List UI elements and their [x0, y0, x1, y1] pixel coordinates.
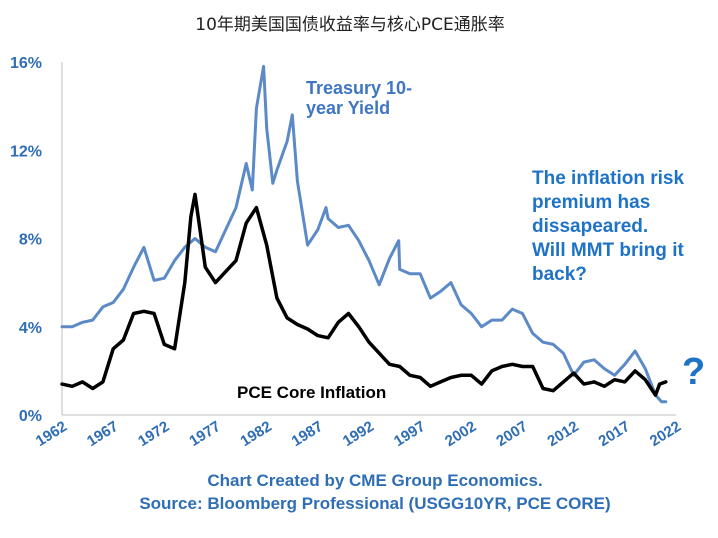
annotation-line-3: dissapeared. — [532, 216, 648, 237]
x-tick-label: 1977 — [186, 418, 223, 450]
x-tick-label: 1967 — [84, 418, 121, 450]
annotation-line-1: The inflation risk — [532, 168, 684, 189]
x-tick-label: 2007 — [493, 418, 530, 450]
treasury-label-line-2: year Yield — [306, 98, 390, 118]
treasury-label-line-1: Treasury 10- — [306, 78, 412, 98]
y-tick-label: 0% — [19, 408, 42, 425]
x-tick-label: 1992 — [340, 418, 377, 450]
x-tick-labels: 1962 1967 1972 1977 1982 1987 1992 1997 2002 2007… — [33, 418, 684, 450]
treasury-yield-line — [60, 64, 668, 404]
x-tick-label: 2012 — [544, 418, 581, 450]
credit-line-2: Source: Bloomberg Professional (USGG10YR… — [139, 494, 610, 513]
x-tick-label: 1997 — [391, 418, 428, 450]
annotation-line-4: Will MMT bring it — [532, 240, 684, 261]
x-tick-label: 2017 — [596, 418, 633, 450]
y-tick-label: 12% — [10, 143, 42, 160]
annotation-line-2: premium has — [532, 192, 650, 213]
x-tick-label: 2022 — [647, 418, 684, 450]
x-tick-label: 1987 — [289, 418, 326, 450]
x-tick-label: 1972 — [135, 418, 172, 450]
annotation-line-5: back? — [532, 264, 587, 285]
x-tick-label: 2002 — [442, 418, 479, 450]
y-tick-label: 8% — [19, 232, 42, 249]
credit-line-1: Chart Created by CME Group Economics. — [207, 471, 542, 490]
series-lines — [60, 64, 668, 404]
pce-label: PCE Core Inflation — [237, 383, 386, 402]
pce-core-inflation-line — [60, 192, 668, 397]
y-tick-labels: 0% 4% 8% 12% 16% — [10, 55, 42, 425]
chart-title: 10年期美国国债收益率与核心PCE通胀率 — [195, 15, 505, 35]
y-tick-label: 4% — [19, 320, 42, 337]
y-tick-label: 16% — [10, 55, 42, 72]
question-mark: ? — [682, 351, 705, 393]
x-tick-label: 1982 — [237, 418, 274, 450]
